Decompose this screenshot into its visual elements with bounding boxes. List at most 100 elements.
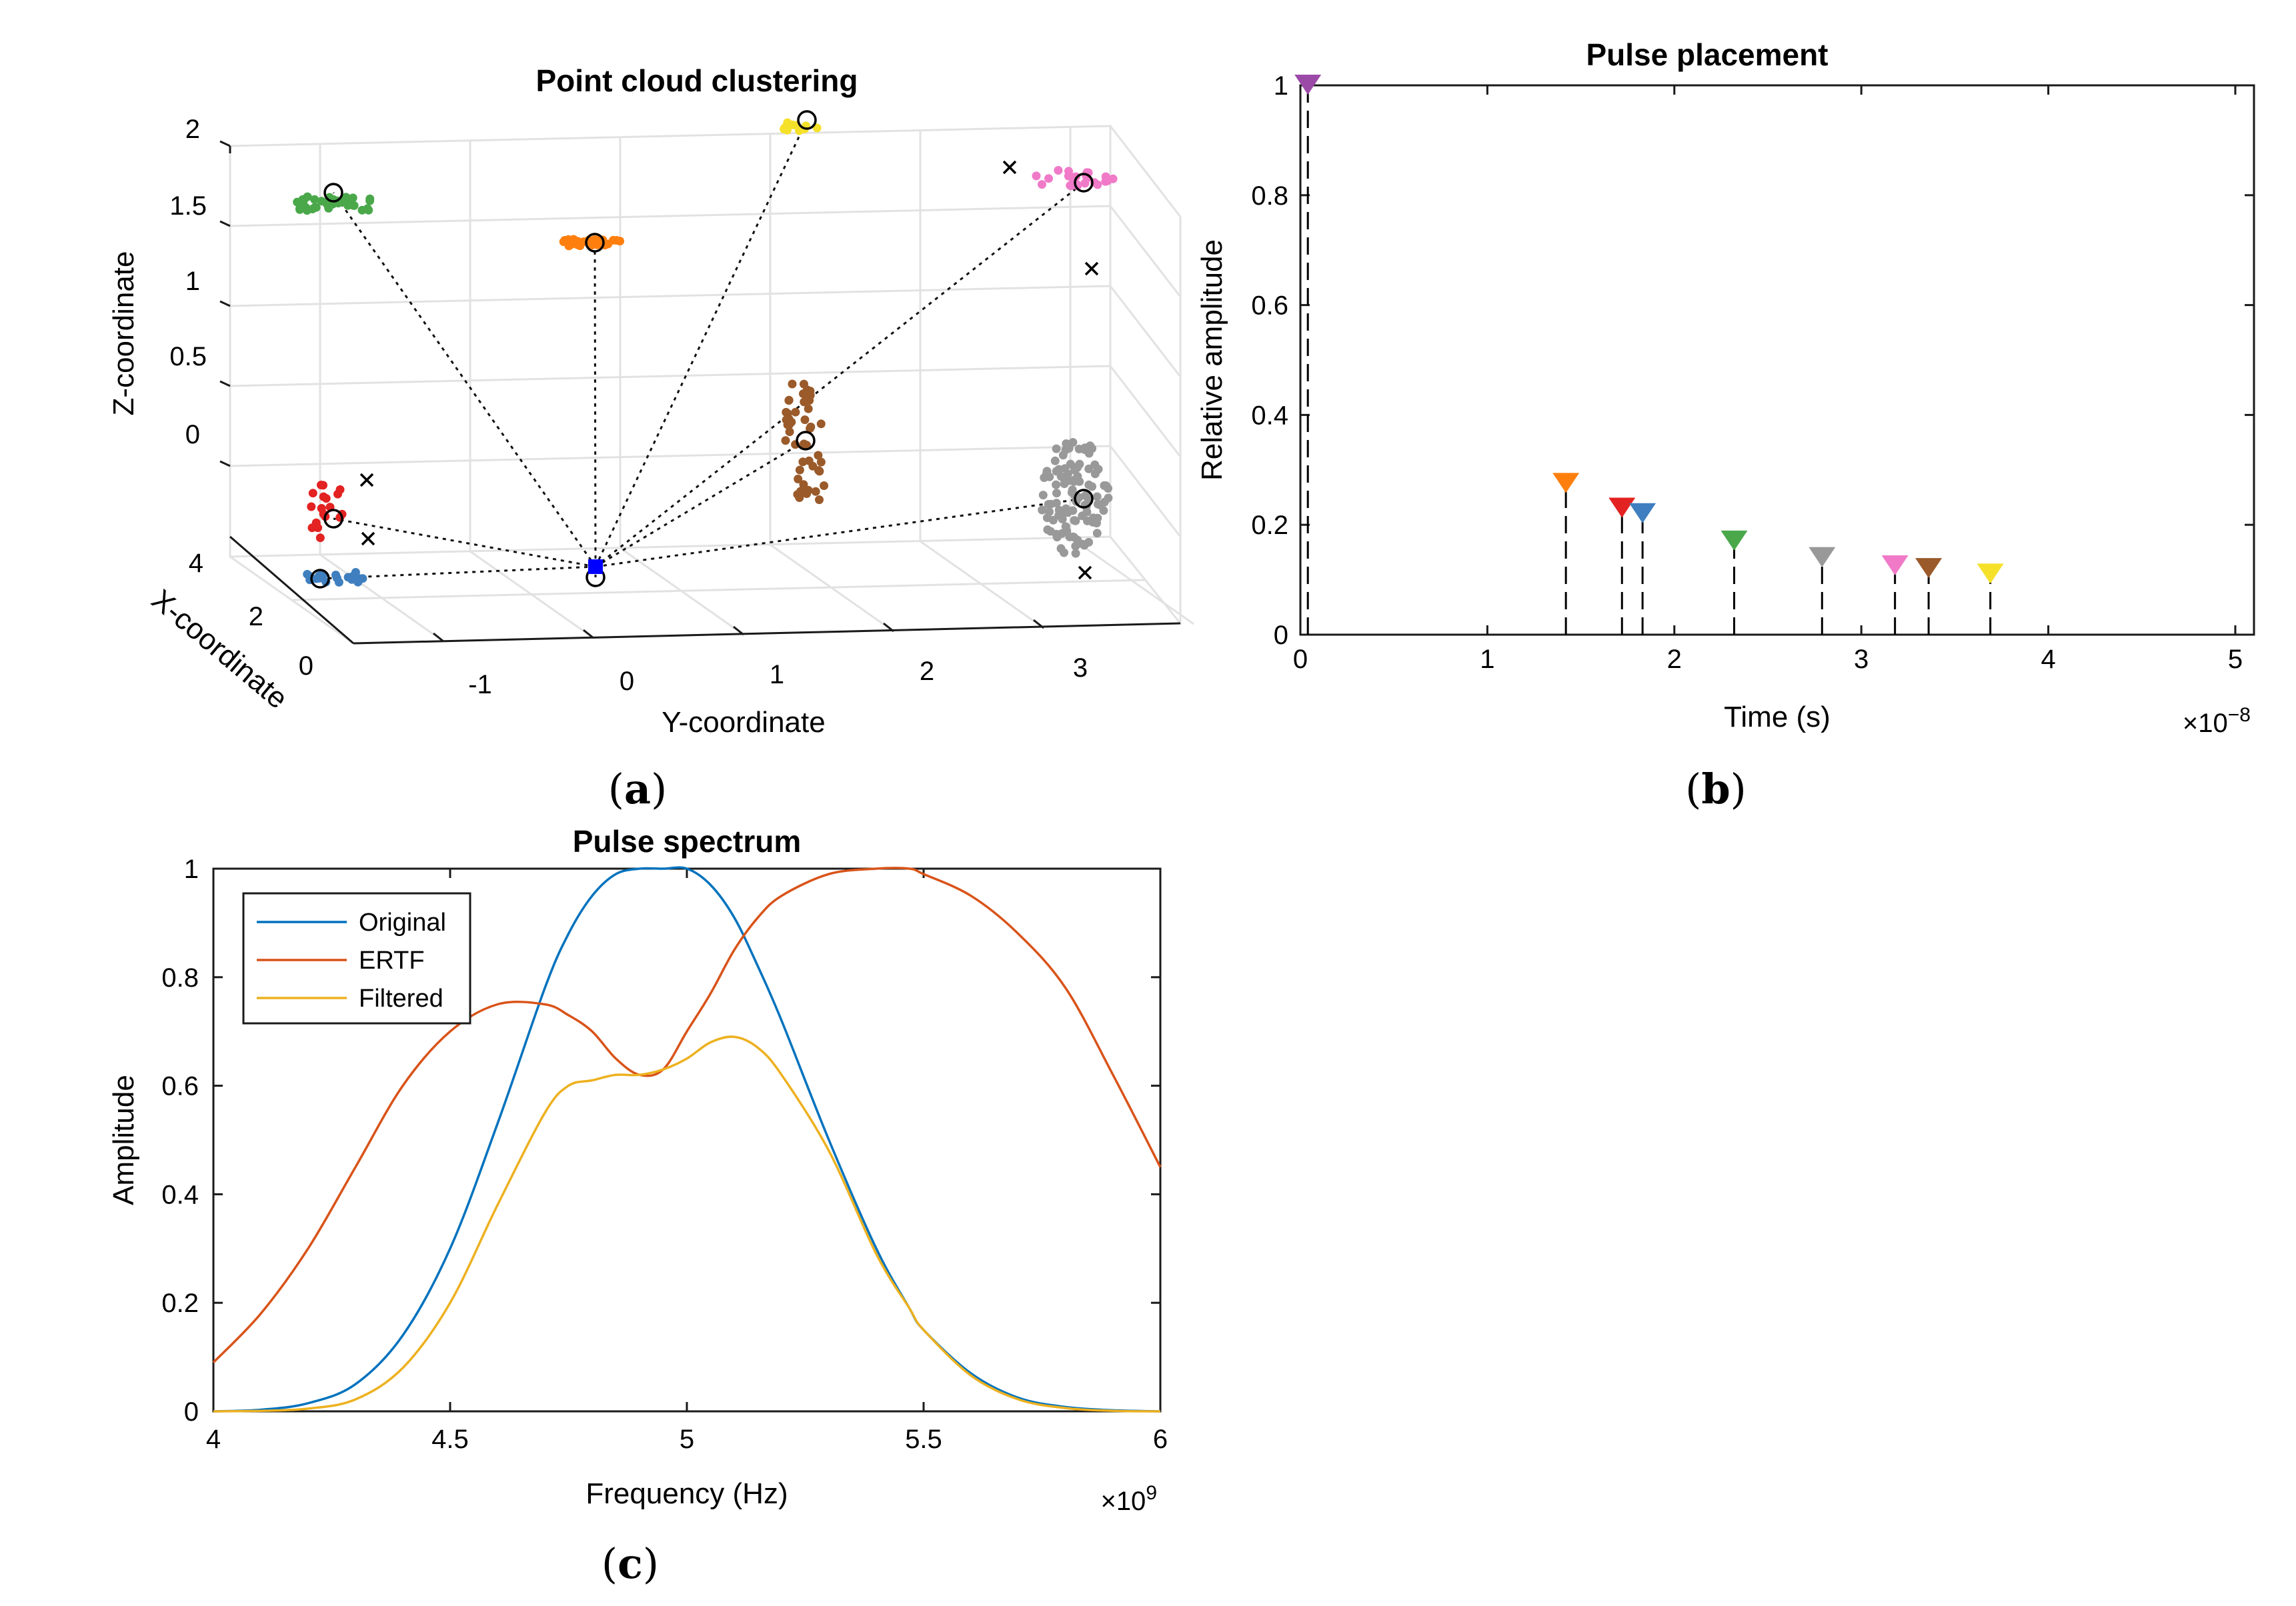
cluster-point-green <box>363 204 372 213</box>
panel-c-label: (c) <box>602 1539 659 1588</box>
panel-c-y-tick: 0.2 <box>161 1289 199 1318</box>
cluster-point-red <box>307 523 317 533</box>
panel-a-y-tick: 2 <box>920 657 934 686</box>
stem-marker <box>1977 563 2004 584</box>
cluster-point-gray <box>1082 507 1092 517</box>
cluster-point-blue <box>358 574 367 583</box>
cluster-point-gray <box>1064 476 1074 485</box>
centroid-marker <box>1074 489 1094 509</box>
cluster-point-green <box>310 203 319 212</box>
cluster-point-gray <box>1104 493 1113 503</box>
panel-c-x-exponent: ×109 <box>1100 1482 1157 1516</box>
cluster-point-brown <box>804 404 813 413</box>
panel-b-x-exponent: ×10−8 <box>2183 704 2251 738</box>
stem-marker <box>1720 530 1748 551</box>
panel-c-ylabel: Amplitude <box>107 1075 140 1205</box>
cluster-point-blue <box>318 571 327 580</box>
cluster-point-pink <box>1066 181 1076 191</box>
panel-a: Point cloud clustering <box>107 63 1194 813</box>
panel-b-x-tick: 0 <box>1293 645 1308 674</box>
cluster-point-green <box>348 193 357 203</box>
stem-marker <box>1608 497 1636 518</box>
cluster-point-green <box>293 197 302 207</box>
cluster-point-gray <box>1073 472 1082 481</box>
panel-b-label: (b) <box>1685 765 1747 813</box>
cluster-point-brown <box>816 419 826 429</box>
cluster-point-gray <box>1081 491 1090 500</box>
cluster-point-gray <box>1064 443 1074 453</box>
panel-a-x-tick: 2 <box>249 602 263 631</box>
cluster-point-gray <box>1070 516 1079 525</box>
cluster-point-brown <box>808 461 818 471</box>
cluster-point-gray <box>1052 480 1061 489</box>
cluster-point-brown <box>788 379 797 389</box>
panel-c-x-tick: 5.5 <box>905 1425 942 1454</box>
cluster-point-gray <box>1048 515 1058 525</box>
panel-a-label: (a) <box>608 765 668 813</box>
panel-a-y-tick: 0 <box>620 667 634 696</box>
panel-c-y-tick: 0.8 <box>161 963 199 993</box>
cluster-point-gray <box>1070 533 1078 542</box>
series-line-ertf <box>212 867 1162 1363</box>
panel-b-y-tick: 0.8 <box>1251 181 1288 211</box>
panel-a-centroids <box>310 110 1094 589</box>
cluster-point-gray <box>1061 522 1070 531</box>
cluster-point-yellow <box>788 120 797 129</box>
panel-b: Pulse placement 0 1 2 3 4 5 0 0.2 0.4 0.6 0.8 1 Tim… <box>1196 37 2255 813</box>
cluster-point-gray <box>1071 549 1080 558</box>
cluster-point-red <box>307 502 316 511</box>
x-marker <box>1084 261 1099 276</box>
panel-a-axes <box>219 140 1181 645</box>
cluster-point-yellow <box>780 123 790 132</box>
centroid-marker <box>585 233 605 253</box>
cluster-point-red <box>335 485 345 494</box>
panel-b-y-tick: 0.2 <box>1251 511 1288 540</box>
cluster-point-brown <box>794 475 803 483</box>
panel-c-lines <box>212 866 1162 1413</box>
panel-b-stems <box>1294 75 2004 635</box>
cluster-point-brown <box>799 480 808 489</box>
panel-a-x-tick: 0 <box>299 651 313 681</box>
panel-a-z-tick: 0.5 <box>169 342 207 371</box>
cluster-point-gray <box>1043 525 1052 534</box>
stem-marker <box>1294 75 1322 95</box>
cluster-point-brown <box>815 495 824 505</box>
cluster-point-brown <box>800 379 808 389</box>
panel-a-zlabel: Z-coordinate <box>107 251 140 415</box>
cluster-point-brown <box>781 436 790 445</box>
panel-a-z-tick: 1.5 <box>169 191 207 221</box>
panel-a-z-tick: 0 <box>185 420 200 449</box>
cluster-point-green <box>299 195 309 204</box>
cluster-point-green <box>295 205 305 214</box>
panel-a-z-tick: 2 <box>185 115 200 144</box>
legend-label-ertf: ERTF <box>359 947 425 975</box>
stem-marker <box>1809 547 1836 567</box>
centroid-marker <box>323 183 343 203</box>
stem-marker <box>1552 473 1580 493</box>
panel-b-y-tick: 0.6 <box>1251 291 1288 321</box>
panel-a-y-tick: 3 <box>1073 653 1088 683</box>
panel-b-y-tick: 0.4 <box>1251 401 1288 430</box>
panel-b-y-tick: 1 <box>1274 71 1288 101</box>
panel-a-x-tick: 4 <box>189 549 203 578</box>
panel-c-y-tick: 1 <box>184 855 199 884</box>
x-marker <box>1002 160 1017 175</box>
cluster-point-brown <box>811 487 820 496</box>
cluster-point-brown <box>800 415 810 425</box>
cluster-point-orange <box>609 235 618 245</box>
cluster-point-brown <box>805 396 814 405</box>
panel-b-x-tick: 3 <box>1854 645 1869 674</box>
panel-a-x-markers <box>359 160 1099 580</box>
cluster-point-brown <box>785 427 794 437</box>
cluster-point-gray <box>1068 506 1078 515</box>
panel-c-x-tick: 5 <box>680 1425 694 1454</box>
panel-a-y-tick: 1 <box>770 660 784 689</box>
cluster-point-brown <box>783 409 792 418</box>
cluster-point-gray <box>1058 451 1068 460</box>
cluster-point-gray <box>1058 515 1067 524</box>
cluster-point-gray <box>1073 462 1082 471</box>
panel-b-xlabel: Time (s) <box>1724 701 1831 733</box>
cluster-point-green <box>310 195 319 204</box>
panel-c: Pulse spectrum 4 4.5 5 5.5 6 0 0.2 0.4 0.6 0.8 1 F… <box>107 824 1168 1588</box>
legend-label-filtered: Filtered <box>359 985 443 1013</box>
